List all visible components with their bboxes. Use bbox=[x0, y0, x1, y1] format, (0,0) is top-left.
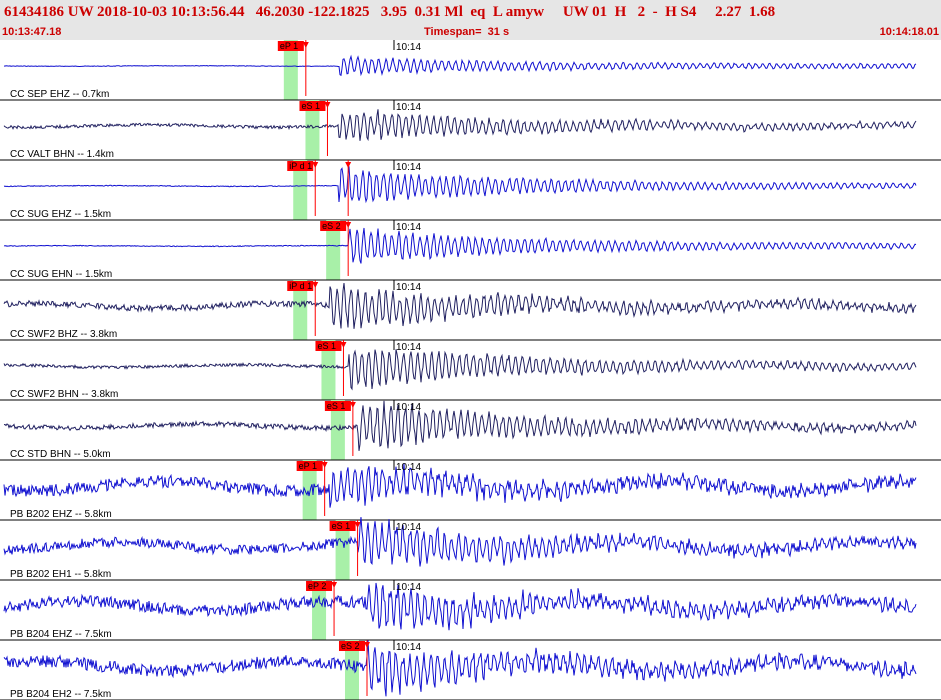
pick-window-band bbox=[305, 100, 320, 160]
pick-window-band bbox=[312, 580, 327, 640]
pick-label-box[interactable] bbox=[320, 221, 347, 231]
pick-label[interactable]: eS 2 bbox=[341, 641, 360, 651]
trace-row[interactable]: 10:14 CC VALT BHN -- 1.4km eS 1 bbox=[0, 100, 941, 161]
timespan-label: Timespan= 31 s bbox=[424, 26, 510, 38]
pick-label-box[interactable] bbox=[287, 281, 314, 291]
time-tick-label: 10:14 bbox=[396, 582, 421, 593]
trace-row[interactable]: 10:14 PB B202 EHZ -- 5.8km eP 1 bbox=[0, 460, 941, 521]
waveform-line bbox=[3, 349, 917, 391]
waveform-line bbox=[3, 582, 917, 631]
trace-row[interactable]: 10:14 CC SUG EHN -- 1.5km eS 2 bbox=[0, 220, 941, 281]
seismogram-panel[interactable]: 10:14 CC SEP EHZ -- 0.7km eP 1 10:14 CC VALT… bbox=[0, 40, 941, 700]
trace-row[interactable]: 10:14 PB B204 EH2 -- 7.5km eS 2 bbox=[0, 640, 941, 700]
pick-label[interactable]: eS 2 bbox=[322, 221, 341, 231]
pick-marker-icon[interactable] bbox=[321, 462, 328, 468]
waveform-line bbox=[3, 109, 917, 142]
pick-marker-icon[interactable] bbox=[345, 162, 352, 168]
pick-label-box[interactable] bbox=[315, 341, 342, 351]
waveform-line bbox=[3, 227, 917, 264]
time-tick-label: 10:14 bbox=[396, 222, 421, 233]
pick-marker-icon[interactable] bbox=[363, 642, 370, 648]
trace-row[interactable]: 10:14 CC SWF2 BHZ -- 3.8km iP d 1 bbox=[0, 280, 941, 341]
time-tick-label: 10:14 bbox=[396, 402, 421, 413]
pick-marker-icon[interactable] bbox=[312, 162, 319, 168]
waveform-line bbox=[3, 166, 917, 204]
time-tick-label: 10:14 bbox=[396, 342, 421, 353]
pick-marker-icon[interactable] bbox=[349, 402, 356, 408]
time-tick-label: 10:14 bbox=[396, 102, 421, 113]
pick-label[interactable]: eP 2 bbox=[308, 581, 326, 591]
pick-marker-icon[interactable] bbox=[354, 522, 361, 528]
pick-marker-icon[interactable] bbox=[340, 342, 347, 348]
pick-marker-icon[interactable] bbox=[345, 222, 352, 228]
waveform-line bbox=[3, 640, 917, 697]
waveform-line bbox=[3, 517, 917, 567]
header-bar: 61434186 UW 2018-10-03 10:13:56.44 46.20… bbox=[0, 0, 941, 40]
pick-window-band bbox=[344, 640, 359, 700]
pick-label-box[interactable] bbox=[324, 401, 351, 411]
trace-row[interactable]: 10:14 CC SEP EHZ -- 0.7km eP 1 bbox=[0, 40, 941, 101]
start-time: 10:13:47.18 bbox=[2, 26, 62, 38]
pick-window-band bbox=[330, 400, 345, 460]
time-tick-label: 10:14 bbox=[396, 522, 421, 533]
pick-label-box[interactable] bbox=[306, 581, 333, 591]
time-tick-label: 10:14 bbox=[396, 462, 421, 473]
pick-marker-icon[interactable] bbox=[331, 582, 338, 588]
trace-row[interactable]: 10:14 CC SUG EHZ -- 1.5km iP d 1 bbox=[0, 160, 941, 221]
trace-row[interactable]: 10:14 CC STD BHN -- 5.0km eS 1 bbox=[0, 400, 941, 461]
pick-label[interactable]: eP 1 bbox=[280, 41, 298, 51]
trace-row[interactable]: 10:14 PB B202 EH1 -- 5.8km eS 1 bbox=[0, 517, 941, 581]
station-label: CC SEP EHZ -- 0.7km bbox=[10, 89, 109, 100]
pick-label-box[interactable] bbox=[296, 461, 323, 471]
pick-label-box[interactable] bbox=[338, 641, 365, 651]
station-label: CC VALT BHN -- 1.4km bbox=[10, 149, 114, 160]
pick-label[interactable]: iP d 1 bbox=[289, 161, 312, 171]
pick-window-band bbox=[326, 220, 341, 280]
pick-window-band bbox=[293, 160, 308, 220]
station-label: PB B202 EHZ -- 5.8km bbox=[10, 509, 112, 520]
pick-window-band bbox=[321, 340, 336, 400]
pick-marker-icon[interactable] bbox=[302, 42, 309, 48]
station-label: PB B204 EH2 -- 7.5km bbox=[10, 689, 111, 700]
station-label: CC SWF2 BHN -- 3.8km bbox=[10, 389, 118, 400]
waveform-line bbox=[3, 463, 917, 508]
station-label: PB B202 EH1 -- 5.8km bbox=[10, 569, 111, 580]
pick-label[interactable]: iP d 1 bbox=[289, 281, 312, 291]
trace-row[interactable]: 10:14 PB B204 EHZ -- 7.5km eP 2 bbox=[0, 580, 941, 641]
station-label: CC SUG EHZ -- 1.5km bbox=[10, 209, 111, 220]
pick-label[interactable]: eS 1 bbox=[301, 101, 320, 111]
pick-label-box[interactable] bbox=[299, 101, 326, 111]
pick-label-box[interactable] bbox=[277, 41, 304, 51]
pick-marker-icon[interactable] bbox=[324, 102, 331, 108]
station-label: CC SWF2 BHZ -- 3.8km bbox=[10, 329, 117, 340]
pick-window-band bbox=[293, 280, 308, 340]
pick-label[interactable]: eS 1 bbox=[317, 341, 336, 351]
time-tick-label: 10:14 bbox=[396, 162, 421, 173]
pick-window-band bbox=[283, 40, 298, 100]
time-tick-label: 10:14 bbox=[396, 282, 421, 293]
waveform-line bbox=[3, 400, 917, 451]
station-label: PB B204 EHZ -- 7.5km bbox=[10, 629, 112, 640]
station-label: CC SUG EHN -- 1.5km bbox=[10, 269, 112, 280]
waveform-line bbox=[3, 54, 917, 77]
pick-label[interactable]: eP 1 bbox=[299, 461, 317, 471]
pick-marker-icon[interactable] bbox=[312, 282, 319, 288]
pick-label-box[interactable] bbox=[287, 161, 314, 171]
pick-label[interactable]: eS 1 bbox=[327, 401, 346, 411]
time-tick-label: 10:14 bbox=[396, 42, 421, 53]
event-title: 61434186 UW 2018-10-03 10:13:56.44 46.20… bbox=[4, 4, 776, 20]
pick-label-box[interactable] bbox=[329, 521, 356, 531]
pick-window-band bbox=[302, 460, 317, 520]
waveform-line bbox=[3, 283, 917, 329]
trace-row[interactable]: 10:14 CC SWF2 BHN -- 3.8km eS 1 bbox=[0, 340, 941, 401]
end-time: 10:14:18.01 bbox=[879, 26, 939, 38]
time-tick-label: 10:14 bbox=[396, 642, 421, 653]
pick-label[interactable]: eS 1 bbox=[332, 521, 351, 531]
pick-window-band bbox=[335, 520, 350, 580]
station-label: CC STD BHN -- 5.0km bbox=[10, 449, 111, 460]
